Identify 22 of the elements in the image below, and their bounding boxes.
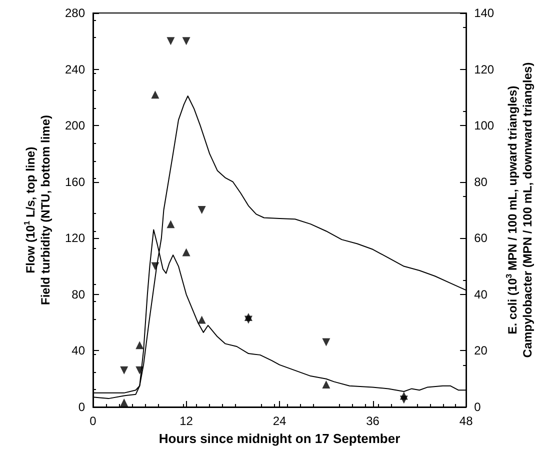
y2-tick-label: 80 xyxy=(474,174,488,189)
y-tick-label: 80 xyxy=(72,287,86,302)
y2-tick-label: 120 xyxy=(474,62,494,76)
x-tick-label: 0 xyxy=(90,414,97,428)
y-tick-label: 240 xyxy=(64,62,86,76)
y2-tick-label: 0 xyxy=(474,400,482,414)
y2-tick-label: 100 xyxy=(474,118,494,133)
y-tick-label: 40 xyxy=(72,344,86,358)
y-tick-label: 160 xyxy=(64,174,86,189)
y2-tick-label: 40 xyxy=(474,287,488,302)
y-tick-label: 200 xyxy=(64,118,86,133)
y-tick-label: 120 xyxy=(64,231,86,246)
y-tick-label: 0 xyxy=(78,400,86,414)
x-tick-label: 36 xyxy=(366,414,380,428)
x-axis-title: Hours since midnight on 17 September xyxy=(158,430,400,446)
x-tick-label: 48 xyxy=(459,414,474,428)
x-tick-label: 12 xyxy=(180,414,194,428)
y-tick-label: 280 xyxy=(64,6,86,20)
y2-tick-label: 20 xyxy=(474,344,488,358)
y2-tick-label: 60 xyxy=(474,231,488,246)
y2-tick-label: 140 xyxy=(474,6,494,20)
x-tick-label: 24 xyxy=(272,414,287,428)
